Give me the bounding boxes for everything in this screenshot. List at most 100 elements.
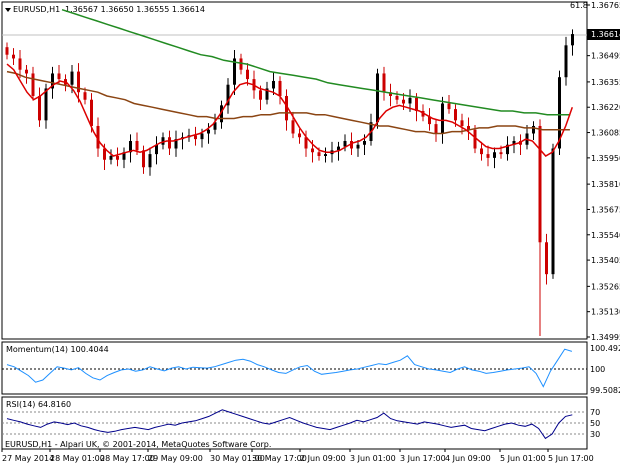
candle-body: [5, 47, 9, 55]
candle-body: [116, 155, 119, 160]
candle-body: [109, 155, 113, 160]
candle-body: [213, 122, 217, 130]
candle-body: [545, 242, 548, 275]
time-label: 3 Jun 01:00: [350, 454, 396, 463]
candle-body: [44, 88, 48, 121]
candle-body: [31, 73, 35, 96]
candle-body: [551, 148, 555, 275]
candle-body: [272, 80, 275, 89]
rsi-scale-30: 30: [590, 430, 600, 439]
time-label: 5 Jun 01:00: [500, 454, 546, 463]
candle-body: [454, 109, 457, 121]
candle-body: [103, 148, 106, 160]
rsi-scale-50: 50: [590, 419, 600, 428]
candle-body: [304, 137, 308, 149]
candle-body: [473, 129, 477, 149]
candle-body: [460, 120, 464, 126]
time-label: 30 May 01:00: [210, 454, 265, 463]
candle-body: [142, 150, 145, 168]
candle-body: [265, 88, 269, 100]
momentum-panel: [1, 341, 588, 395]
candle-body: [155, 144, 158, 155]
candle-body: [499, 152, 503, 155]
candle-body: [278, 80, 282, 96]
candle-body: [174, 139, 178, 149]
time-label: 28 May 17:00: [100, 454, 155, 463]
candle-body: [148, 154, 152, 168]
candle-body: [239, 58, 243, 70]
dropdown-triangle-icon[interactable]: [5, 8, 11, 12]
price-label: 1.36220: [591, 103, 620, 112]
candle-body: [25, 69, 28, 74]
candle-body: [259, 90, 262, 100]
candle-body: [51, 73, 54, 89]
price-label: 1.35675: [591, 205, 620, 214]
candle-body: [486, 154, 490, 158]
candle-body: [571, 34, 574, 46]
candle-body: [382, 73, 386, 93]
candle-body: [77, 71, 80, 93]
time-label: 2 Jun 09:00: [300, 454, 346, 463]
time-label: 27 May 2014: [2, 454, 54, 463]
price-label: 1.36765: [591, 1, 620, 10]
candle-body: [233, 58, 236, 85]
time-label: 28 May 01:00: [50, 454, 105, 463]
candle-body: [317, 152, 321, 156]
candle-body: [343, 140, 347, 147]
chart-ohlc: 1.36567 1.36650 1.36555 1.36614: [65, 5, 205, 14]
price-label: 1.35265: [591, 282, 620, 291]
candle-body: [220, 105, 223, 123]
candle-body: [38, 95, 41, 121]
price-label: 1.35810: [591, 180, 620, 189]
momentum-label: Momentum(14) 100.4044: [6, 345, 109, 354]
candle-body: [356, 144, 360, 149]
candle-body: [70, 71, 74, 85]
fibo-annotation: 61.8: [570, 1, 588, 10]
candle-body: [337, 146, 340, 151]
candle-body: [122, 152, 126, 160]
candle-body: [194, 135, 197, 140]
current-price-badge: [587, 29, 620, 40]
current-price-label: 1.36614: [591, 30, 620, 39]
chart-symbol: EURUSD,H1: [13, 5, 60, 14]
candle-body: [161, 137, 165, 145]
candle-body: [291, 120, 295, 134]
candle-body: [558, 77, 561, 149]
candlestick-series: [5, 29, 574, 337]
candle-body: [135, 140, 139, 151]
candle-body: [168, 137, 171, 149]
momentum-scale-bottom: 99.5082: [590, 386, 620, 395]
candle-body: [246, 69, 249, 80]
candle-body: [18, 58, 22, 70]
copyright-text: EURUSD,H1 - Alpari UK, © 2001-2014, Meta…: [5, 440, 271, 449]
candle-body: [415, 97, 418, 111]
price-scale: 1.36765 1.36495 1.36355 1.36220 1.36085 1.359…: [587, 1, 620, 342]
rsi-line: [6, 409, 573, 440]
candle-body: [512, 140, 516, 145]
ma-fast-line: [6, 63, 574, 157]
ma-mid-line: [6, 70, 570, 135]
main-chart-panel: [1, 1, 588, 340]
candle-body: [532, 125, 535, 134]
price-label: 1.36355: [591, 78, 620, 87]
price-label: 1.36495: [591, 52, 620, 61]
momentum-scale-mid: 100: [590, 365, 605, 374]
candle-body: [129, 140, 132, 153]
time-label: 3 Jun 17:00: [400, 454, 446, 463]
candle-body: [363, 140, 366, 145]
candle-body: [83, 92, 87, 100]
price-label: 1.35540: [591, 231, 620, 240]
candle-body: [564, 45, 568, 78]
candle-body: [96, 125, 100, 149]
time-label: 5 Jun 17:00: [548, 454, 594, 463]
time-label: 30 May 17:00: [252, 454, 307, 463]
candle-body: [298, 133, 301, 138]
candle-body: [311, 148, 314, 153]
candle-body: [441, 103, 444, 134]
ma-slow-line: [61, 8, 571, 116]
time-label: 29 May 09:00: [148, 454, 203, 463]
candle-body: [480, 148, 483, 155]
candle-body: [285, 95, 288, 121]
candle-body: [376, 73, 379, 123]
